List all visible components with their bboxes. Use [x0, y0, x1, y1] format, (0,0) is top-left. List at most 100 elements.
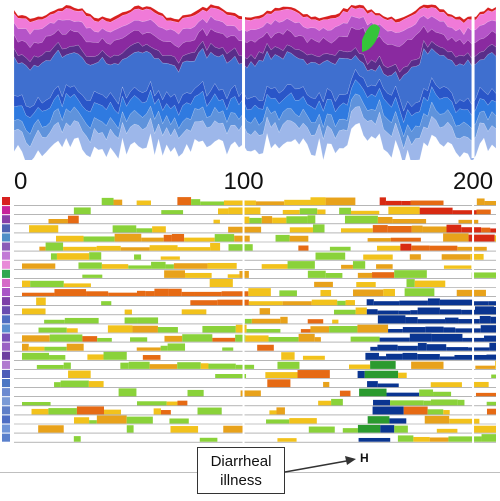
- horizon-cell: [103, 351, 127, 360]
- horizon-cell: [377, 310, 399, 315]
- horizon-cell: [223, 200, 256, 206]
- horizon-cell: [417, 319, 446, 324]
- horizon-cell: [50, 253, 57, 260]
- horizon-cell: [245, 335, 269, 342]
- horizon-cell: [289, 227, 313, 233]
- horizon-cell: [289, 235, 309, 242]
- horizon-cell: [454, 354, 487, 360]
- row-swatch: [2, 342, 10, 351]
- horizon-cell: [227, 274, 240, 278]
- horizon-cell: [120, 247, 150, 251]
- horizon-cell: [446, 347, 469, 351]
- horizon-cell: [345, 300, 355, 306]
- horizon-cell: [107, 325, 133, 333]
- horizon-cell: [392, 218, 427, 224]
- horizon-cell: [45, 242, 64, 251]
- horizon-cell: [473, 381, 489, 388]
- horizon-cell: [103, 409, 122, 415]
- horizon-cell: [364, 370, 399, 378]
- horizon-cell: [332, 319, 339, 324]
- row-swatch: [2, 251, 10, 260]
- horizon-cell: [429, 437, 449, 442]
- horizon-cell: [401, 200, 411, 206]
- horizon-cell: [108, 292, 137, 297]
- horizon-cell: [267, 379, 291, 388]
- horizon-cell: [136, 228, 153, 233]
- horizon-cell: [339, 207, 351, 215]
- horizon-cell: [417, 342, 427, 351]
- horizon-cell: [394, 270, 427, 278]
- horizon-cell: [448, 436, 482, 442]
- horizon-cell: [218, 208, 229, 215]
- horizon-cell: [406, 279, 415, 287]
- horizon-cell: [376, 264, 393, 269]
- horizon-cell: [329, 325, 358, 333]
- horizon-cell: [137, 317, 159, 324]
- horizon-cell: [284, 199, 311, 206]
- horizon-cell: [342, 428, 358, 433]
- horizon-cell: [452, 210, 477, 215]
- horizon-cell: [136, 290, 146, 297]
- horizon-cell: [163, 234, 172, 242]
- horizon-cell: [164, 270, 185, 278]
- horizon-cell: [417, 307, 440, 315]
- horizon-cell: [161, 410, 171, 415]
- row-swatch: [2, 288, 10, 297]
- horizon-cell: [398, 310, 411, 315]
- horizon-cell: [240, 390, 261, 397]
- horizon-cell: [101, 264, 129, 269]
- horizon-cell: [194, 291, 222, 297]
- horizon-cell: [215, 374, 247, 378]
- horizon-cell: [63, 362, 71, 369]
- row-swatch: [2, 351, 10, 360]
- horizon-cell: [181, 291, 195, 297]
- horizon-cell: [357, 370, 365, 378]
- row-swatch: [2, 388, 10, 397]
- row-swatch: [2, 415, 10, 424]
- horizon-cell: [468, 234, 495, 242]
- horizon-cell: [424, 415, 450, 424]
- horizon-cell: [277, 438, 297, 442]
- callout-line-2: illness: [220, 471, 262, 489]
- row-swatch: [2, 206, 10, 215]
- horizon-cell: [443, 410, 450, 415]
- horizon-cell: [246, 328, 281, 333]
- horizon-cell: [197, 407, 222, 415]
- row-swatch: [2, 333, 10, 342]
- horizon-cell: [461, 309, 475, 315]
- horizon-cell: [307, 319, 324, 324]
- horizon-cell: [473, 301, 489, 306]
- horizon-cell: [494, 235, 496, 242]
- horizon-cell: [484, 335, 496, 342]
- horizon-cell: [177, 362, 201, 369]
- horizon-cell: [378, 356, 387, 360]
- horizon-cell: [136, 347, 161, 351]
- horizon-cell: [422, 226, 447, 233]
- horizon-cell: [367, 381, 378, 388]
- horizon-cell: [312, 224, 325, 233]
- horizon-cell: [154, 288, 169, 297]
- horizon-cell: [411, 245, 430, 251]
- horizon-cell: [22, 343, 29, 351]
- horizon-cell: [38, 327, 67, 333]
- horizon-cell: [339, 390, 351, 397]
- horizon-cell: [430, 399, 458, 406]
- horizon-cell: [388, 329, 403, 333]
- horizon-cell: [67, 215, 79, 224]
- horizon-cell: [310, 197, 326, 206]
- horizon-cell: [173, 263, 208, 269]
- horizon-cell: [228, 226, 262, 233]
- horizon-cell: [484, 200, 496, 206]
- horizon-cell: [370, 361, 396, 369]
- row-swatch: [2, 360, 10, 369]
- horizon-cell: [352, 261, 366, 269]
- horizon-cell: [367, 416, 390, 424]
- horizon-cell: [164, 335, 183, 342]
- horizon-cell: [320, 289, 332, 297]
- horizon-cell: [49, 334, 83, 342]
- row-swatch: [2, 397, 10, 406]
- horizon-cell: [22, 280, 31, 287]
- horizon-cell: [249, 217, 262, 224]
- horizon-cell: [388, 206, 420, 215]
